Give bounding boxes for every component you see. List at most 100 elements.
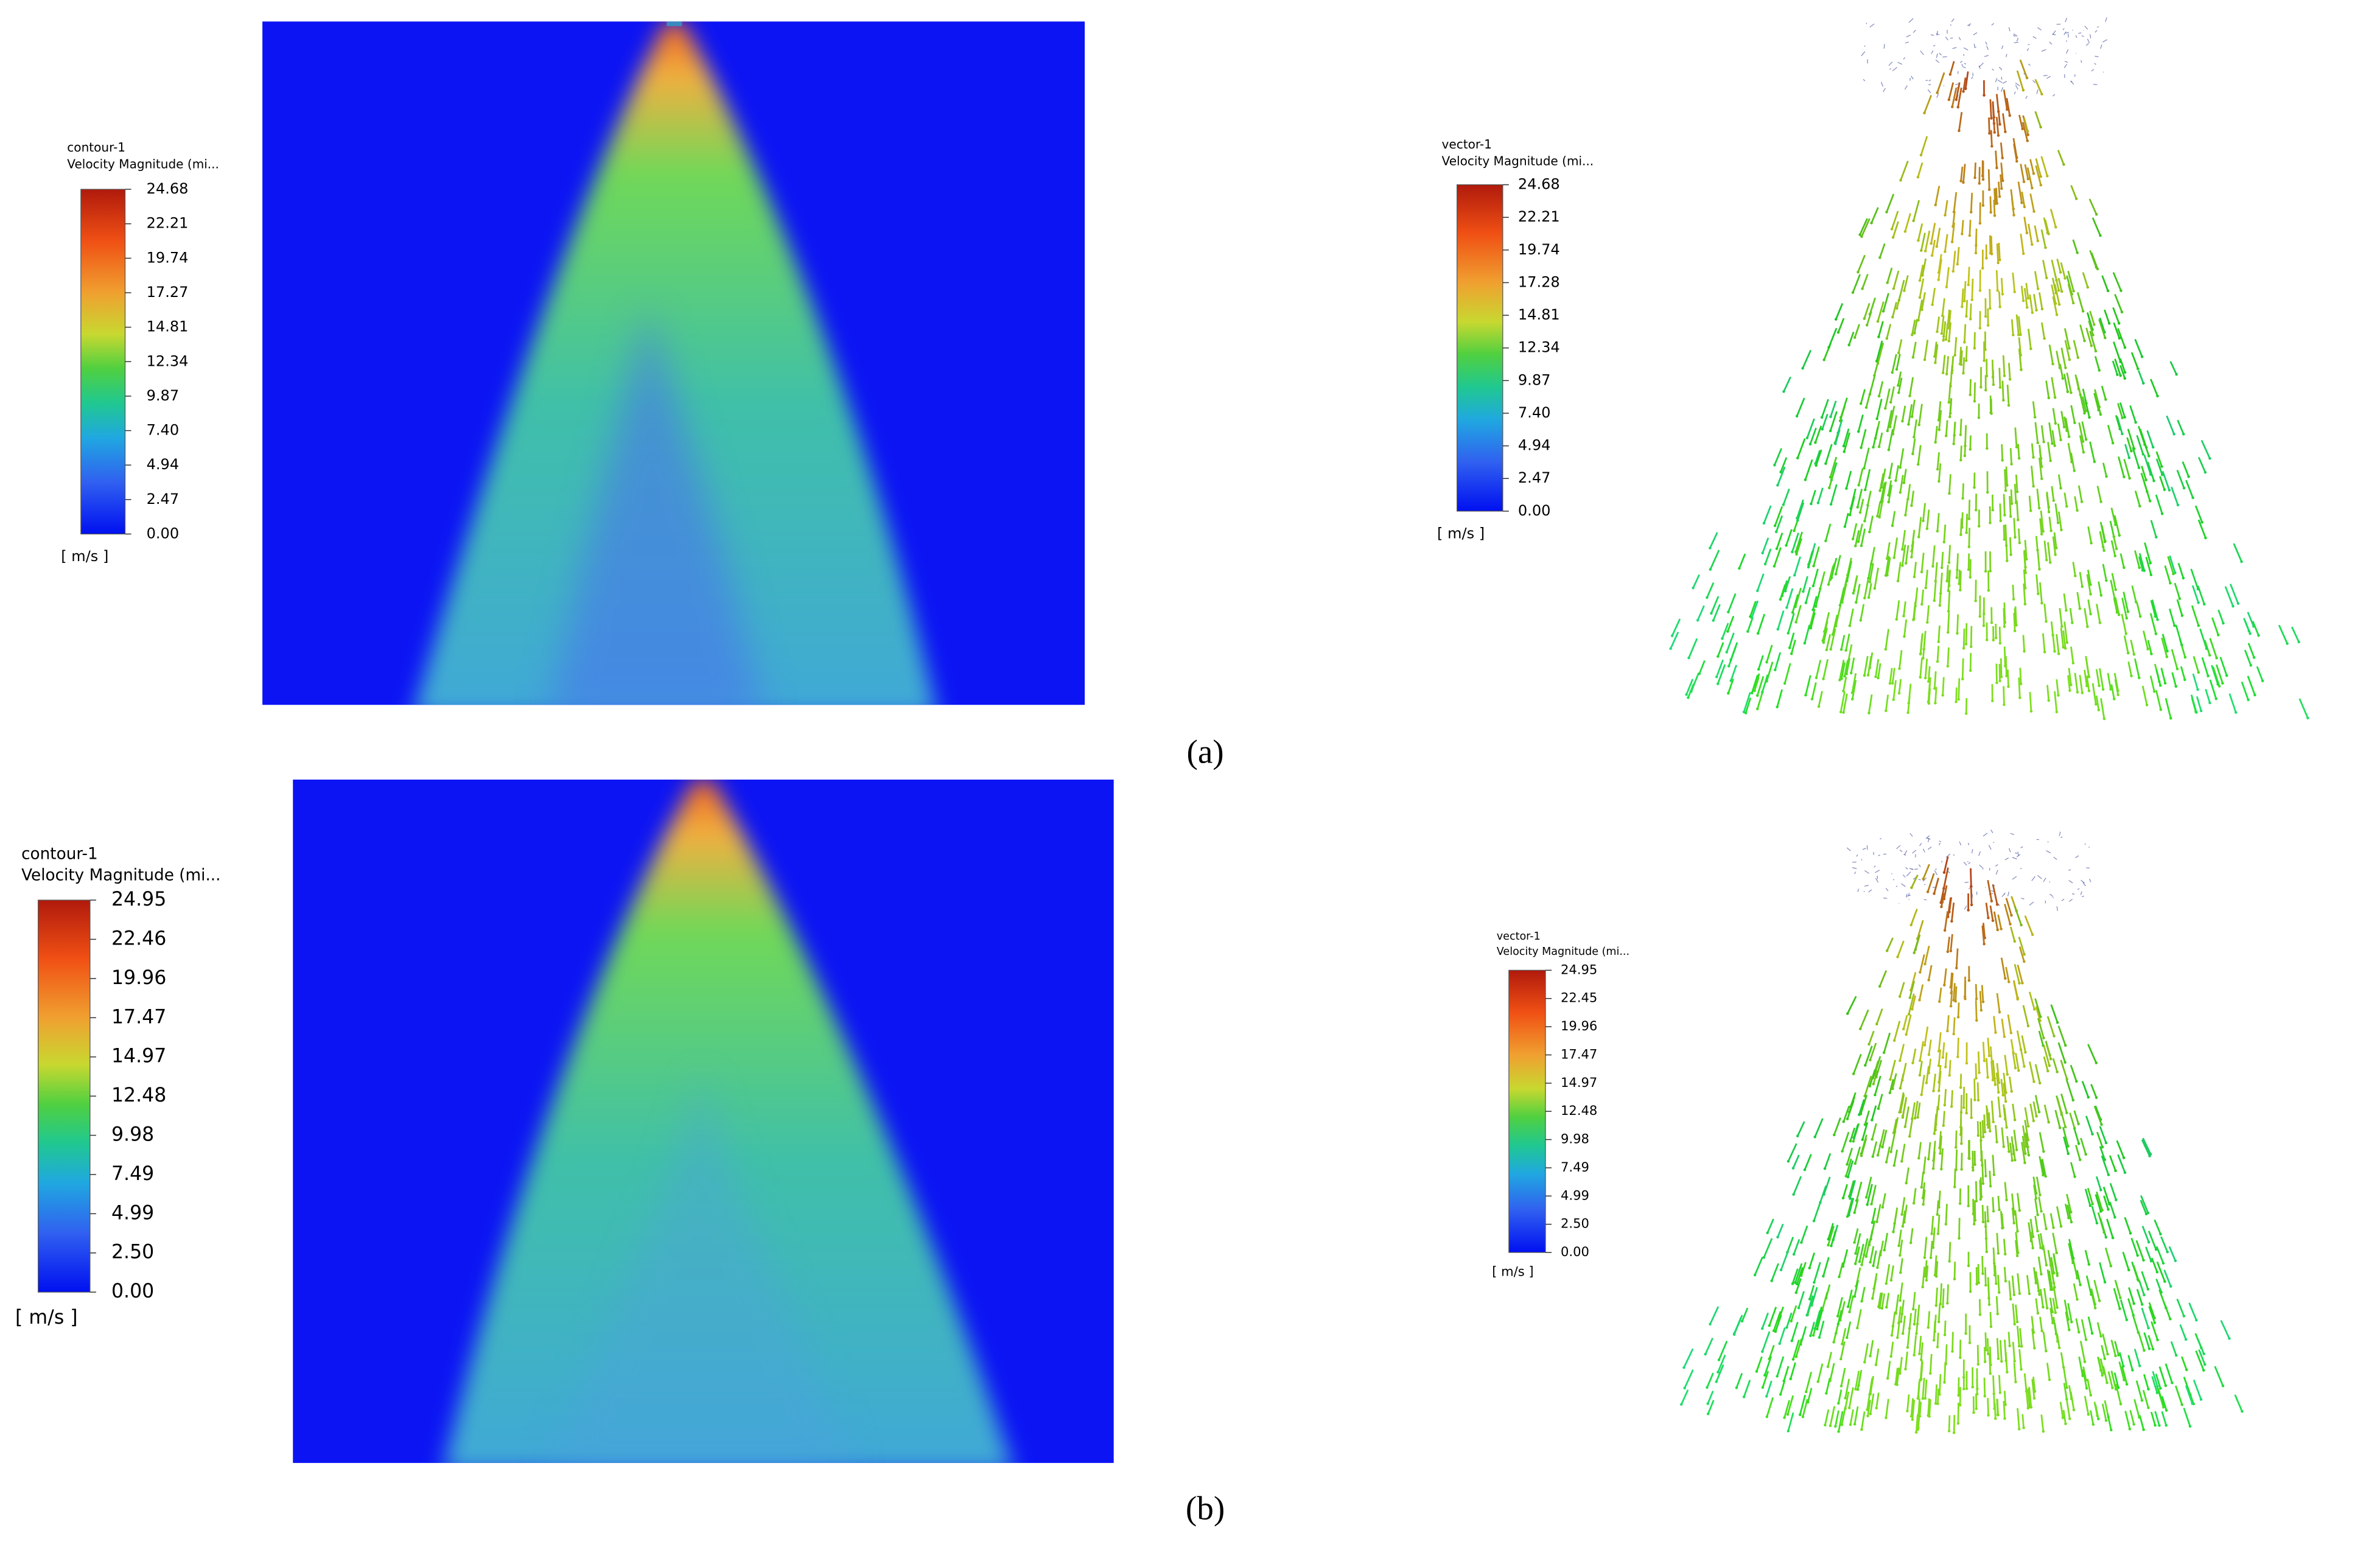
vector-head xyxy=(1776,1375,1779,1378)
vector-arrow xyxy=(1846,560,1853,582)
vector-head xyxy=(2095,702,2098,706)
vector-head xyxy=(2012,1152,2015,1156)
vector-arrow xyxy=(2042,1331,2047,1352)
vector-head xyxy=(1864,1255,1868,1258)
vector-head xyxy=(2042,1036,2045,1039)
vector-head xyxy=(1947,1430,1951,1433)
vector-arrow xyxy=(2035,1298,2039,1314)
vector-head xyxy=(1933,687,1936,690)
vector-arrow xyxy=(1889,668,1893,684)
vector-arrow xyxy=(2003,1108,2007,1128)
vector-arrow xyxy=(1917,223,1923,241)
vector-arrow xyxy=(2070,646,2074,663)
vector-head xyxy=(1975,997,1978,1000)
vector-arrow xyxy=(2147,640,2152,654)
vector-head xyxy=(2081,440,2085,443)
vector-arrow xyxy=(1898,279,1905,301)
vector-head xyxy=(1923,111,1926,114)
vector-arrow xyxy=(1872,1141,1878,1157)
vector-arrow xyxy=(1899,448,1905,468)
vector-arrow xyxy=(2024,164,2029,180)
vector-arrow xyxy=(1892,221,1899,238)
vector-arrow xyxy=(2205,688,2211,704)
vector-head xyxy=(1985,374,1989,378)
vector-head xyxy=(1969,669,1972,672)
vector-head xyxy=(2151,1347,2155,1351)
vector-head xyxy=(2119,1402,2123,1406)
vector-arrow xyxy=(1950,973,1954,993)
vector-arrow xyxy=(1872,427,1879,448)
vector-arrow xyxy=(2007,892,2010,896)
vector-head xyxy=(1946,1302,1949,1305)
vector-arrow xyxy=(1802,349,1812,369)
vector-arrow xyxy=(1979,991,1983,1011)
vector-head xyxy=(1841,595,1844,598)
vector-head xyxy=(1934,1402,1937,1405)
vector-arrow xyxy=(2102,39,2107,43)
vector-head xyxy=(1914,948,1917,951)
vector-head xyxy=(2067,435,2071,438)
vector-arrow xyxy=(2012,1341,2016,1361)
vector-head xyxy=(1756,632,1760,635)
vector-arrow xyxy=(1829,1406,1836,1427)
vector-head xyxy=(1913,435,1916,439)
vector-arrow xyxy=(2089,310,2095,325)
vector-head xyxy=(1810,697,1814,700)
vector-head xyxy=(1923,250,1927,253)
vector-head xyxy=(2052,1226,2055,1229)
vector-head xyxy=(2042,529,2045,533)
vector-arrow xyxy=(1810,612,1816,629)
vector-arrow xyxy=(1867,491,1872,506)
vector-head xyxy=(1729,679,1732,682)
vector-head xyxy=(1855,1199,1858,1203)
vector-head xyxy=(1992,638,1995,641)
vector-head xyxy=(2146,490,2149,493)
vector-head xyxy=(2099,500,2102,503)
vector-head xyxy=(1892,1164,1896,1167)
vector-arrow xyxy=(1780,1250,1790,1271)
vector-head xyxy=(1865,324,1869,327)
panel-label: (a) xyxy=(1186,733,1223,770)
vector-arrow xyxy=(1995,150,1998,168)
vector-arrow xyxy=(1936,72,1945,93)
vector-head xyxy=(2064,1422,2067,1425)
vector-head xyxy=(2191,496,2194,500)
vector-arrow xyxy=(2011,319,2014,335)
vector-head xyxy=(2007,403,2011,407)
vector-arrow xyxy=(2067,675,2071,691)
vector-head xyxy=(1886,429,1889,433)
vector-arrow xyxy=(1927,1311,1931,1328)
legend-title: vector-1 xyxy=(1497,931,1541,943)
vector-head xyxy=(1953,1277,1956,1280)
vector-head xyxy=(1947,400,1951,404)
vector-arrow xyxy=(2179,1324,2187,1340)
vector-arrow xyxy=(1962,66,1966,69)
vector-head xyxy=(2033,1346,2036,1350)
vector-arrow xyxy=(2031,466,2035,487)
vector-arrow xyxy=(2101,1403,2107,1421)
vector-arrow xyxy=(2012,138,2018,158)
vector-head xyxy=(2029,1406,2033,1409)
vector-head xyxy=(2031,1246,2034,1250)
vector-arrow xyxy=(2063,593,2067,611)
vector-arrow xyxy=(2244,649,2252,666)
vector-arrow xyxy=(2119,358,2126,373)
vector-head xyxy=(2090,542,2093,545)
vector-head xyxy=(1717,655,1720,658)
vector-arrow xyxy=(2046,1044,2052,1060)
vector-arrow xyxy=(1858,1243,1864,1262)
vector-head xyxy=(2095,1061,2098,1064)
vector-head xyxy=(1967,909,1970,912)
vector-head xyxy=(2119,374,2122,377)
vector-arrow xyxy=(2099,1262,2106,1283)
vector-arrow xyxy=(1833,1117,1841,1136)
colorbar-label: 2.47 xyxy=(147,491,180,508)
vector-head xyxy=(1984,1283,1987,1287)
vector-head xyxy=(1802,590,1805,593)
vector-arrow xyxy=(1958,111,1963,131)
vector-head xyxy=(1928,691,1931,695)
vector-head xyxy=(1981,204,1985,207)
vector-head xyxy=(1842,690,1845,693)
vector-arrow xyxy=(1810,490,1816,505)
vector-arrow xyxy=(2005,898,2012,916)
